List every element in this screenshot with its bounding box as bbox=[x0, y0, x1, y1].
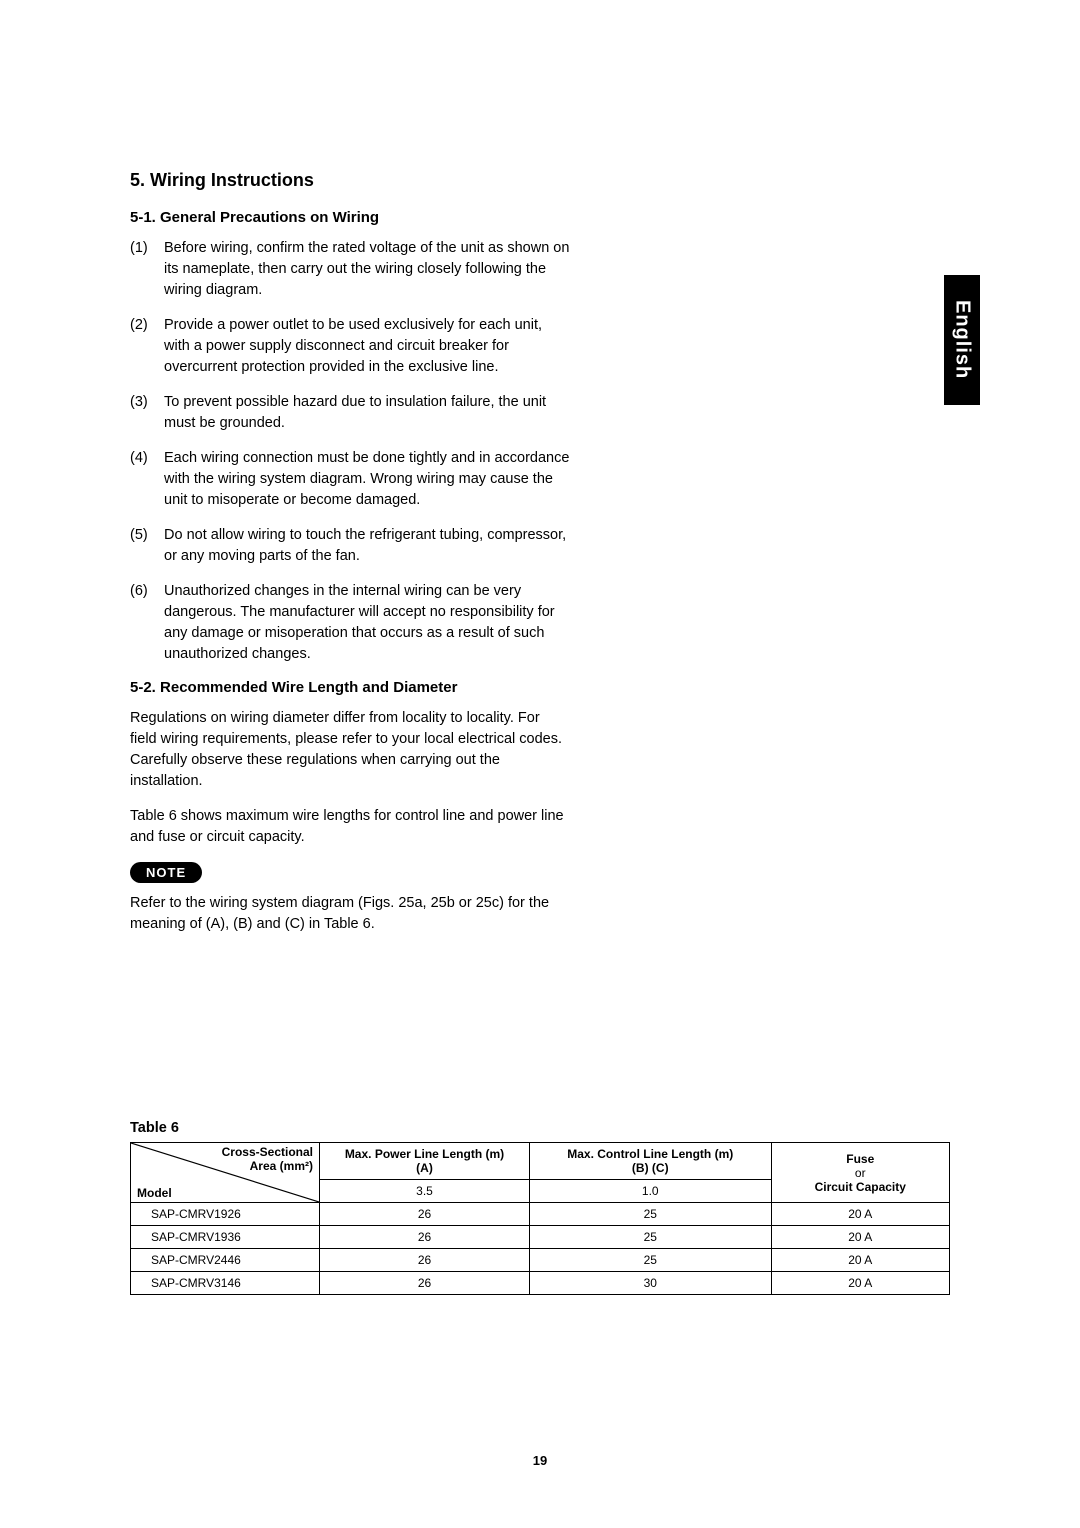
table-header-row: Cross-Sectional Area (mm²) Model Max. Po… bbox=[131, 1143, 950, 1180]
precaution-item: (5) Do not allow wiring to touch the ref… bbox=[130, 525, 570, 567]
header-fuse: Fuse or Circuit Capacity bbox=[771, 1143, 950, 1203]
header-model: Model bbox=[137, 1186, 172, 1200]
cell-model: SAP-CMRV3146 bbox=[131, 1272, 320, 1295]
table-row: SAP-CMRV3146 26 30 20 A bbox=[131, 1272, 950, 1295]
cell-bc: 25 bbox=[530, 1249, 772, 1272]
item-text: Provide a power outlet to be used exclus… bbox=[164, 315, 570, 378]
subheader-a: 3.5 bbox=[320, 1180, 530, 1203]
table-label: Table 6 bbox=[130, 1120, 950, 1136]
table-row: SAP-CMRV2446 26 25 20 A bbox=[131, 1249, 950, 1272]
cell-fuse: 20 A bbox=[771, 1226, 950, 1249]
item-number: (6) bbox=[130, 581, 164, 665]
precaution-item: (4) Each wiring connection must be done … bbox=[130, 448, 570, 511]
table-row: SAP-CMRV1936 26 25 20 A bbox=[131, 1226, 950, 1249]
subsection-5-1-title: 5-1. General Precautions on Wiring bbox=[130, 209, 570, 226]
item-number: (5) bbox=[130, 525, 164, 567]
cell-model: SAP-CMRV2446 bbox=[131, 1249, 320, 1272]
cell-a: 26 bbox=[320, 1226, 530, 1249]
cell-fuse: 20 A bbox=[771, 1272, 950, 1295]
header-model-cross: Cross-Sectional Area (mm²) Model bbox=[131, 1143, 320, 1203]
header-control-line: Max. Control Line Length (m) (B) (C) bbox=[530, 1143, 772, 1180]
precaution-item: (1) Before wiring, confirm the rated vol… bbox=[130, 238, 570, 301]
main-content: 5. Wiring Instructions 5-1. General Prec… bbox=[0, 0, 700, 935]
cell-bc: 25 bbox=[530, 1203, 772, 1226]
table-6: Table 6 Cross-Sectional Area (mm²) Model… bbox=[130, 1120, 950, 1295]
precaution-item: (6) Unauthorized changes in the internal… bbox=[130, 581, 570, 665]
precaution-item: (3) To prevent possible hazard due to in… bbox=[130, 392, 570, 434]
header-area: Area (mm²) bbox=[250, 1159, 313, 1173]
precaution-item: (2) Provide a power outlet to be used ex… bbox=[130, 315, 570, 378]
item-number: (3) bbox=[130, 392, 164, 434]
paragraph: Table 6 shows maximum wire lengths for c… bbox=[130, 806, 570, 848]
item-text: Each wiring connection must be done tigh… bbox=[164, 448, 570, 511]
item-text: To prevent possible hazard due to insula… bbox=[164, 392, 570, 434]
header-text: Max. Power Line Length (m) bbox=[345, 1147, 504, 1161]
item-text: Unauthorized changes in the internal wir… bbox=[164, 581, 570, 665]
cell-bc: 25 bbox=[530, 1226, 772, 1249]
header-text: (B) (C) bbox=[632, 1161, 669, 1175]
item-number: (2) bbox=[130, 315, 164, 378]
header-text: Fuse bbox=[846, 1152, 874, 1166]
header-text: or bbox=[855, 1166, 866, 1180]
item-number: (1) bbox=[130, 238, 164, 301]
section-title: 5. Wiring Instructions bbox=[130, 170, 570, 191]
cell-a: 26 bbox=[320, 1272, 530, 1295]
item-text: Before wiring, confirm the rated voltage… bbox=[164, 238, 570, 301]
cell-fuse: 20 A bbox=[771, 1249, 950, 1272]
subsection-5-2-title: 5-2. Recommended Wire Length and Diamete… bbox=[130, 679, 570, 696]
header-cross-sectional: Cross-Sectional bbox=[222, 1145, 313, 1159]
header-text: Circuit Capacity bbox=[815, 1180, 906, 1194]
header-text: Max. Control Line Length (m) bbox=[567, 1147, 733, 1161]
item-number: (4) bbox=[130, 448, 164, 511]
paragraph: Regulations on wiring diameter differ fr… bbox=[130, 708, 570, 792]
header-power-line: Max. Power Line Length (m) (A) bbox=[320, 1143, 530, 1180]
note-text: Refer to the wiring system diagram (Figs… bbox=[130, 893, 570, 935]
cell-a: 26 bbox=[320, 1203, 530, 1226]
note-badge: NOTE bbox=[130, 862, 202, 883]
page-number: 19 bbox=[0, 1453, 1080, 1468]
header-text: (A) bbox=[416, 1161, 433, 1175]
wire-length-table: Cross-Sectional Area (mm²) Model Max. Po… bbox=[130, 1142, 950, 1295]
cell-a: 26 bbox=[320, 1249, 530, 1272]
language-tab: English bbox=[944, 275, 980, 405]
table-row: SAP-CMRV1926 26 25 20 A bbox=[131, 1203, 950, 1226]
cell-model: SAP-CMRV1926 bbox=[131, 1203, 320, 1226]
cell-fuse: 20 A bbox=[771, 1203, 950, 1226]
item-text: Do not allow wiring to touch the refrige… bbox=[164, 525, 570, 567]
subheader-bc: 1.0 bbox=[530, 1180, 772, 1203]
cell-bc: 30 bbox=[530, 1272, 772, 1295]
cell-model: SAP-CMRV1936 bbox=[131, 1226, 320, 1249]
